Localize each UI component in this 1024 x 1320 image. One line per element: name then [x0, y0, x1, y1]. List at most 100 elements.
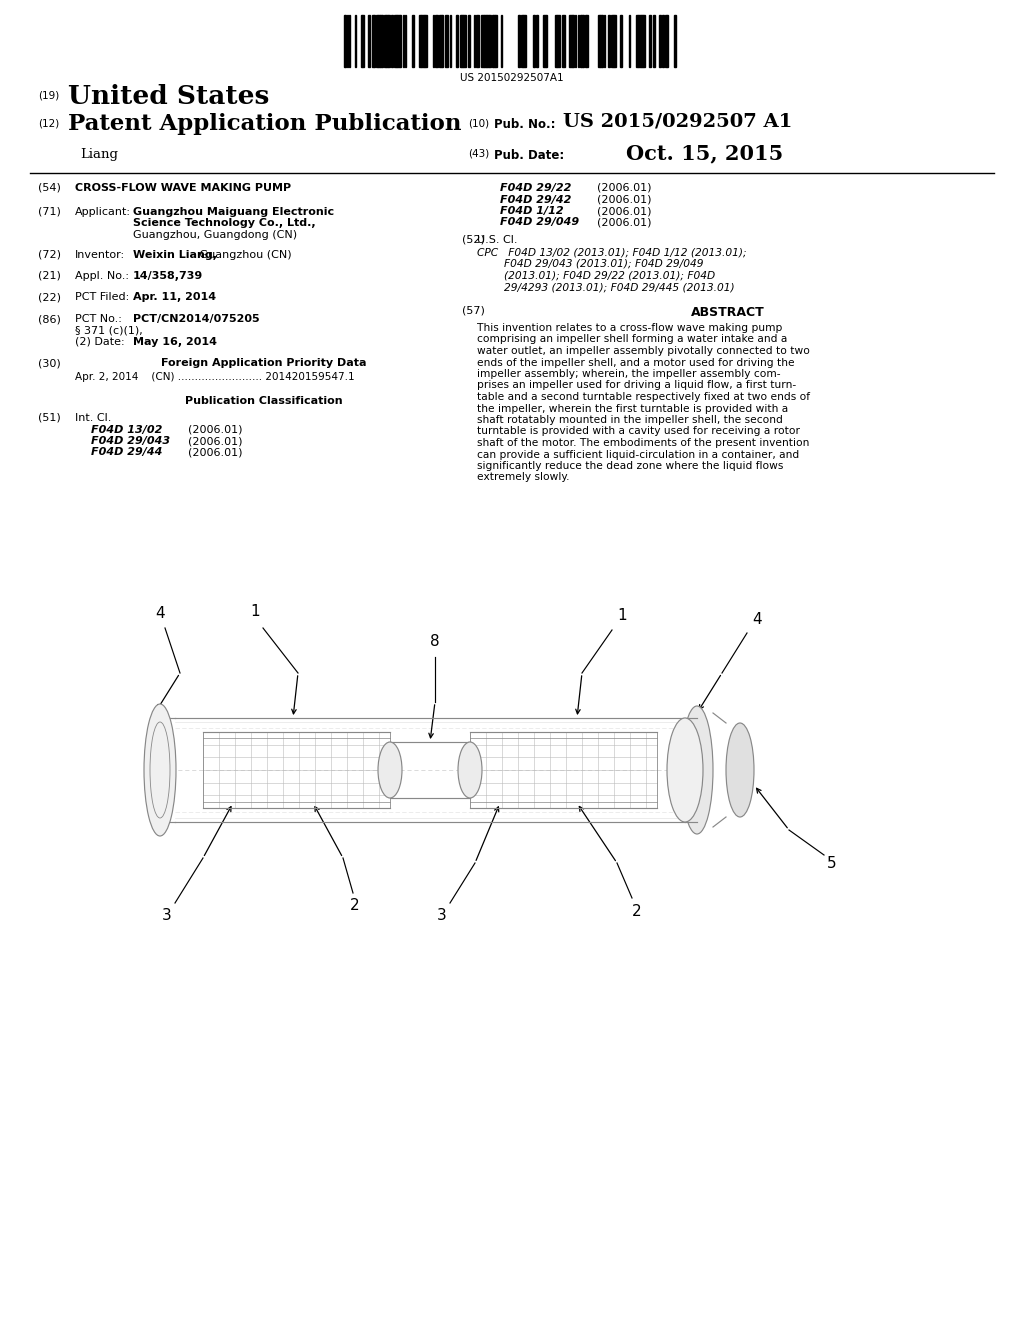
Text: (2006.01): (2006.01) [597, 183, 651, 193]
Bar [397, 15, 400, 67]
Text: 2: 2 [632, 903, 642, 919]
Bar [586, 15, 588, 67]
Text: CROSS-FLOW WAVE MAKING PUMP: CROSS-FLOW WAVE MAKING PUMP [75, 183, 291, 193]
Text: § 371 (c)(1),: § 371 (c)(1), [75, 326, 142, 335]
Text: F04D 29/42: F04D 29/42 [500, 194, 571, 205]
Text: can provide a sufficient liquid-circulation in a container, and: can provide a sufficient liquid-circulat… [477, 450, 800, 459]
Text: (43): (43) [468, 148, 489, 158]
Text: F04D 13/02: F04D 13/02 [91, 425, 163, 434]
Bar [521, 15, 523, 67]
Text: Publication Classification: Publication Classification [185, 396, 343, 405]
Ellipse shape [458, 742, 482, 799]
Bar [419, 15, 421, 67]
Bar [439, 15, 442, 67]
Text: Apr. 2, 2014    (CN) ......................... 201420159547.1: Apr. 2, 2014 (CN) ......................… [75, 372, 354, 381]
Bar [495, 15, 497, 67]
Text: Science Technology Co., Ltd.,: Science Technology Co., Ltd., [133, 219, 315, 228]
Text: (21): (21) [38, 271, 60, 281]
Bar [468, 15, 470, 67]
Text: (2006.01): (2006.01) [597, 218, 651, 227]
Bar [653, 15, 655, 67]
Text: (2006.01): (2006.01) [597, 194, 651, 205]
Bar [569, 15, 572, 67]
Ellipse shape [726, 723, 754, 817]
Bar [425, 15, 427, 67]
Text: 4: 4 [156, 606, 165, 620]
Bar [391, 15, 393, 67]
Bar [611, 15, 613, 67]
Text: F04D 29/44: F04D 29/44 [91, 447, 163, 458]
Bar [380, 15, 382, 67]
Text: 1: 1 [250, 605, 260, 619]
Text: May 16, 2014: May 16, 2014 [133, 337, 217, 347]
Text: Applicant:: Applicant: [75, 207, 131, 216]
Bar [636, 15, 638, 67]
Text: F04D 29/049: F04D 29/049 [500, 218, 580, 227]
Text: 3: 3 [437, 908, 446, 924]
Ellipse shape [378, 742, 402, 799]
Text: comprising an impeller shell forming a water intake and a: comprising an impeller shell forming a w… [477, 334, 787, 345]
Text: (2006.01): (2006.01) [188, 447, 243, 458]
Bar [543, 15, 546, 67]
Bar [659, 15, 662, 67]
Text: Pub. Date:: Pub. Date: [494, 149, 564, 162]
Bar [638, 15, 641, 67]
Text: Weixin Liang,: Weixin Liang, [133, 249, 217, 260]
Text: 14/358,739: 14/358,739 [133, 271, 203, 281]
Text: Apr. 11, 2014: Apr. 11, 2014 [133, 293, 216, 302]
Bar [445, 15, 449, 67]
Bar [384, 15, 386, 67]
Text: F04D 29/22: F04D 29/22 [500, 183, 571, 193]
Bar [581, 15, 583, 67]
Text: prises an impeller used for driving a liquid flow, a first turn-: prises an impeller used for driving a li… [477, 380, 797, 391]
Ellipse shape [144, 704, 176, 836]
Text: F04D 1/12: F04D 1/12 [500, 206, 563, 216]
Text: (2013.01); F04D 29/22 (2013.01); F04D: (2013.01); F04D 29/22 (2013.01); F04D [477, 271, 715, 281]
Text: PCT No.:: PCT No.: [75, 314, 122, 323]
Bar [598, 15, 600, 67]
Text: 1: 1 [617, 607, 627, 623]
Bar [555, 15, 557, 67]
Bar [386, 15, 388, 67]
Bar [643, 15, 645, 67]
Text: CPC   F04D 13/02 (2013.01); F04D 1/12 (2013.01);: CPC F04D 13/02 (2013.01); F04D 1/12 (201… [477, 248, 746, 257]
Bar [484, 15, 486, 67]
Text: US 20150292507A1: US 20150292507A1 [460, 73, 564, 83]
Text: shaft rotatably mounted in the impeller shell, the second: shaft rotatably mounted in the impeller … [477, 414, 783, 425]
Text: (12): (12) [38, 117, 59, 128]
Bar [562, 15, 565, 67]
Text: shaft of the motor. The embodiments of the present invention: shaft of the motor. The embodiments of t… [477, 438, 809, 447]
Text: U.S. Cl.: U.S. Cl. [477, 235, 517, 246]
Text: Oct. 15, 2015: Oct. 15, 2015 [626, 143, 783, 162]
Text: F04D 29/043 (2013.01); F04D 29/049: F04D 29/043 (2013.01); F04D 29/049 [477, 259, 703, 269]
Text: US 2015/0292507 A1: US 2015/0292507 A1 [563, 114, 793, 131]
Ellipse shape [681, 706, 713, 834]
Text: (2006.01): (2006.01) [597, 206, 651, 216]
Bar [481, 15, 484, 67]
Text: (2) Date:: (2) Date: [75, 337, 125, 347]
Text: (2006.01): (2006.01) [188, 425, 243, 434]
Bar [388, 15, 390, 67]
Text: extremely slowly.: extremely slowly. [477, 473, 569, 483]
Text: Guangzhou, Guangdong (CN): Guangzhou, Guangdong (CN) [133, 230, 297, 240]
Text: PCT Filed:: PCT Filed: [75, 293, 129, 302]
Text: (71): (71) [38, 207, 60, 216]
Bar [489, 15, 490, 67]
Text: Inventor:: Inventor: [75, 249, 125, 260]
Text: Foreign Application Priority Data: Foreign Application Priority Data [161, 359, 367, 368]
Ellipse shape [667, 718, 703, 822]
Text: 29/4293 (2013.01); F04D 29/445 (2013.01): 29/4293 (2013.01); F04D 29/445 (2013.01) [477, 282, 734, 292]
Text: Liang: Liang [80, 148, 118, 161]
Text: Pub. No.:: Pub. No.: [494, 117, 555, 131]
Text: 4: 4 [753, 612, 762, 627]
Text: Appl. No.:: Appl. No.: [75, 271, 129, 281]
Text: Guangzhou Maiguang Electronic: Guangzhou Maiguang Electronic [133, 207, 334, 216]
Bar [362, 15, 364, 67]
Text: impeller assembly; wherein, the impeller assembly com-: impeller assembly; wherein, the impeller… [477, 370, 780, 379]
Text: the impeller, wherein the first turntable is provided with a: the impeller, wherein the first turntabl… [477, 404, 788, 413]
Text: 3: 3 [162, 908, 172, 924]
Text: Int. Cl.: Int. Cl. [75, 413, 112, 422]
Bar [493, 15, 495, 67]
Text: significantly reduce the dead zone where the liquid flows: significantly reduce the dead zone where… [477, 461, 783, 471]
Text: (51): (51) [38, 413, 60, 422]
